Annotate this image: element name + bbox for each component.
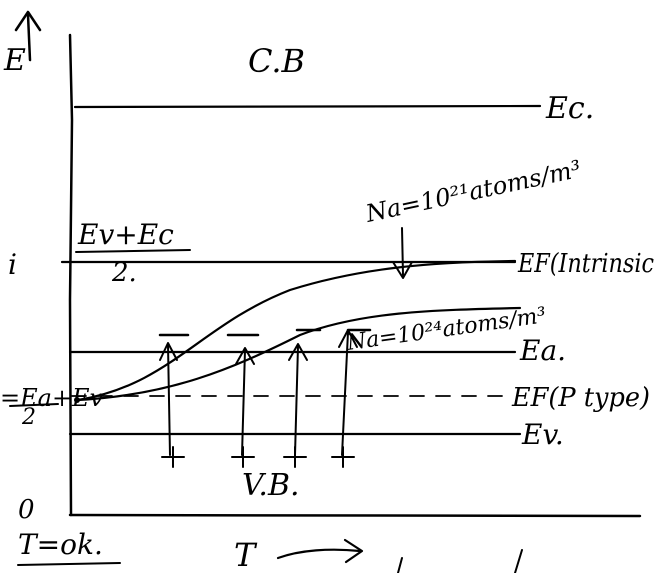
ea-ev-denominator: 2 xyxy=(21,405,36,430)
edge-label-zero: 0 xyxy=(18,495,35,525)
ev-ec-fraction-bar xyxy=(75,249,191,253)
conduction-band-label: C.B xyxy=(248,42,305,80)
t-zero-label: T=ok. xyxy=(18,528,103,561)
hole-plus xyxy=(231,446,255,468)
t-axis-label: T xyxy=(234,536,258,573)
t-zero-underline xyxy=(17,562,121,566)
origin-dot xyxy=(74,397,80,403)
arrow-right-icon xyxy=(276,538,364,564)
edge-label-e: E xyxy=(3,43,26,78)
arrow-up-icon xyxy=(14,10,42,62)
hole-plus xyxy=(331,446,355,468)
ec-label: Ec. xyxy=(545,91,594,126)
ea-ev-numerator: =Ea+Ev xyxy=(0,384,104,412)
excitation-arrow xyxy=(159,342,178,456)
ef-ptype-label: EF(P type) xyxy=(511,383,650,413)
curve-na-low xyxy=(76,259,517,402)
ev-plus-ec-numerator: Ev+Ec xyxy=(77,218,174,251)
ec-line xyxy=(73,104,542,109)
hole-plus xyxy=(283,446,307,468)
trailing-stroke xyxy=(514,549,523,573)
ea-label: Ea. xyxy=(519,334,566,367)
excitation-arrow xyxy=(338,329,358,456)
ef-intrinsic-label: EF(Intrinsic xyxy=(517,249,654,279)
ea-ev-fraction-bar xyxy=(9,403,59,407)
excitation-arrow xyxy=(288,343,308,456)
y-axis-line xyxy=(68,33,74,517)
curve-na-high xyxy=(76,306,522,402)
valence-band-label: V.B. xyxy=(242,468,300,503)
ev-plus-ec-denominator: 2. xyxy=(111,258,137,288)
hole-plus xyxy=(161,446,185,468)
excitation-arrow xyxy=(235,347,255,456)
x-axis-line xyxy=(68,513,642,518)
na-pointer-arrow xyxy=(392,227,413,279)
na-low-label: Na=10²¹atoms/m³ xyxy=(362,155,583,228)
edge-label-i: i xyxy=(8,248,17,281)
trailing-stroke xyxy=(397,557,403,573)
ev-label: Ev. xyxy=(521,418,564,451)
